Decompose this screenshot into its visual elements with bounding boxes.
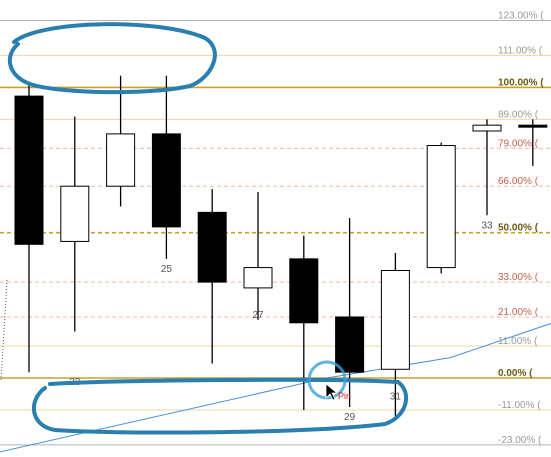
candle-body-bullish[interactable]: [426, 145, 456, 269]
date-label: 33: [481, 220, 493, 231]
date-label: 31: [390, 391, 402, 402]
fib-level-label: 0.00% (: [498, 368, 533, 379]
annotation-ellipse-top: [7, 22, 217, 95]
fib-level-label: 89.00% (: [498, 109, 539, 120]
candle-body-bullish[interactable]: [106, 133, 136, 187]
date-label: 27: [252, 310, 264, 321]
fib-level-label: 50.00% (: [498, 223, 539, 234]
fib-level-label: -23.00% (: [498, 435, 542, 446]
fib-level-label: 66.00% (: [498, 176, 539, 187]
fibonacci-levels: 123.00% ( 111.00% ( 100.00% ( 89.00% ( 79.00…: [0, 11, 551, 446]
fib-level-label: 79.00% (: [498, 138, 539, 149]
left-edge-dotted-line: [0, 279, 8, 381]
annotation-layer: [7, 22, 408, 435]
fib-level-label: 33.00% (: [498, 272, 539, 283]
fib-level-label: 111.00% (: [498, 45, 543, 56]
candle-body-bearish[interactable]: [335, 316, 365, 373]
candles[interactable]: [14, 75, 548, 419]
date-label: 25: [161, 264, 173, 275]
candle-body-bullish[interactable]: [472, 124, 502, 132]
candle-body-bearish[interactable]: [197, 211, 227, 283]
candle-body-bullish[interactable]: [380, 269, 410, 370]
candle-body-bearish[interactable]: [14, 95, 44, 245]
fib-level-label: 11.00% (: [498, 336, 538, 347]
candle-body-bullish[interactable]: [60, 185, 90, 242]
mouse-pointer-icon: [325, 383, 339, 401]
date-label: 29: [344, 412, 356, 423]
candle-body-bearish[interactable]: [289, 258, 319, 324]
fib-level-label: -11.00% (: [498, 400, 541, 411]
candle-body-bullish[interactable]: [243, 267, 273, 289]
fib-level-label: 21.00% (: [498, 307, 539, 318]
annotation-ellipse-bottom: [31, 377, 408, 435]
fib-level-label: 100.00% (: [498, 77, 544, 88]
candle-body-bearish[interactable]: [518, 124, 548, 128]
cursor-label: Pin: [338, 391, 351, 401]
cursor-highlight-circle: [307, 360, 347, 400]
candle-body-bearish[interactable]: [151, 133, 181, 228]
cursor: Pin: [307, 360, 351, 401]
fib-level-label: 123.00% (: [498, 11, 544, 22]
